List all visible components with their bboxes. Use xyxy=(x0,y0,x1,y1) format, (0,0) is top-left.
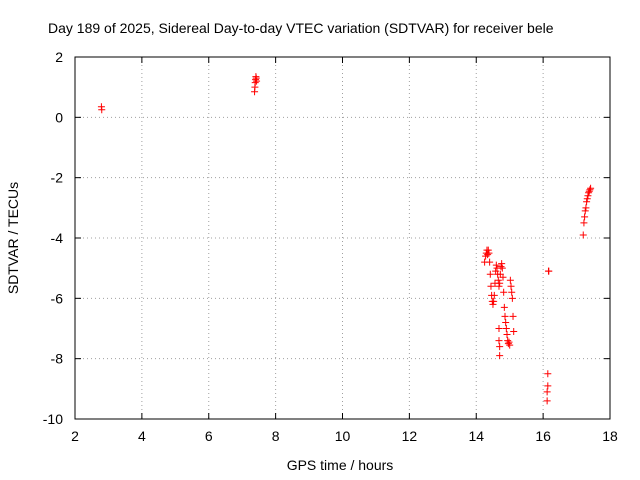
x-tick-label: 14 xyxy=(468,428,484,444)
tick-labels: 2 4 6 8 10 12 14 16 18 -10 -8 -6 -4 -2 0 2 xyxy=(43,49,618,444)
axis-ticks xyxy=(74,56,611,420)
data-points xyxy=(97,73,595,405)
data-point xyxy=(498,264,506,272)
x-tick-label: 16 xyxy=(535,428,551,444)
x-tick-label: 2 xyxy=(71,428,79,444)
data-point xyxy=(486,270,494,278)
data-point xyxy=(485,249,493,257)
data-point xyxy=(582,204,590,212)
y-tick-label: -2 xyxy=(51,170,64,186)
data-point xyxy=(587,184,595,192)
data-point xyxy=(498,260,506,268)
data-point xyxy=(581,207,589,215)
data-point xyxy=(497,263,505,271)
data-point xyxy=(544,370,552,378)
x-tick-label: 6 xyxy=(205,428,213,444)
data-point xyxy=(487,282,495,290)
y-tick-label: -4 xyxy=(51,230,64,246)
data-point xyxy=(496,279,504,287)
x-tick-label: 12 xyxy=(402,428,418,444)
data-point xyxy=(585,189,593,197)
x-tick-label: 4 xyxy=(138,428,146,444)
data-point xyxy=(543,388,551,396)
data-point xyxy=(492,261,500,269)
data-point xyxy=(496,343,504,351)
y-tick-label: 0 xyxy=(55,109,63,125)
data-point xyxy=(499,273,507,281)
y-tick-label: -10 xyxy=(43,411,63,427)
data-point xyxy=(579,231,587,239)
data-point xyxy=(504,340,512,348)
chart-title: Day 189 of 2025, Sidereal Day-to-day VTE… xyxy=(48,20,554,36)
data-point xyxy=(496,352,504,360)
data-point xyxy=(584,192,592,200)
data-point xyxy=(495,282,503,290)
data-point xyxy=(502,318,510,326)
data-point xyxy=(510,328,518,336)
data-point xyxy=(98,106,106,114)
data-point xyxy=(253,77,261,85)
data-point xyxy=(494,276,502,284)
data-point xyxy=(544,382,552,390)
data-point xyxy=(501,312,509,320)
data-point xyxy=(506,276,514,284)
data-point xyxy=(489,300,497,308)
data-point xyxy=(502,325,510,332)
y-tick-label: 2 xyxy=(55,49,63,65)
y-tick-label: -8 xyxy=(51,351,64,367)
data-point xyxy=(506,341,514,349)
data-point xyxy=(508,288,516,296)
data-point xyxy=(585,187,593,195)
x-tick-label: 8 xyxy=(272,428,280,444)
data-point xyxy=(507,282,515,290)
data-point xyxy=(495,325,503,332)
data-point xyxy=(545,267,553,275)
x-axis-label: GPS time / hours xyxy=(287,457,394,473)
data-point xyxy=(505,338,513,346)
data-point xyxy=(500,288,508,296)
data-point xyxy=(583,195,591,203)
x-tick-label: 18 xyxy=(602,428,618,444)
data-point xyxy=(486,258,494,266)
grid xyxy=(75,57,610,419)
data-point xyxy=(490,291,498,299)
y-tick-label: -6 xyxy=(51,290,64,306)
x-tick-label: 10 xyxy=(335,428,351,444)
data-point xyxy=(581,213,589,221)
data-point xyxy=(495,337,503,345)
data-point xyxy=(580,219,588,227)
y-axis-label: SDTVAR / TECUs xyxy=(5,182,21,294)
data-point xyxy=(484,246,492,254)
data-point xyxy=(490,297,498,305)
data-point xyxy=(543,397,551,405)
data-point xyxy=(509,312,517,320)
data-point xyxy=(500,303,508,311)
data-point xyxy=(484,251,492,259)
data-point xyxy=(586,186,594,194)
data-point xyxy=(508,294,516,302)
data-point xyxy=(503,331,511,339)
data-point xyxy=(504,337,512,345)
data-point xyxy=(583,198,591,206)
